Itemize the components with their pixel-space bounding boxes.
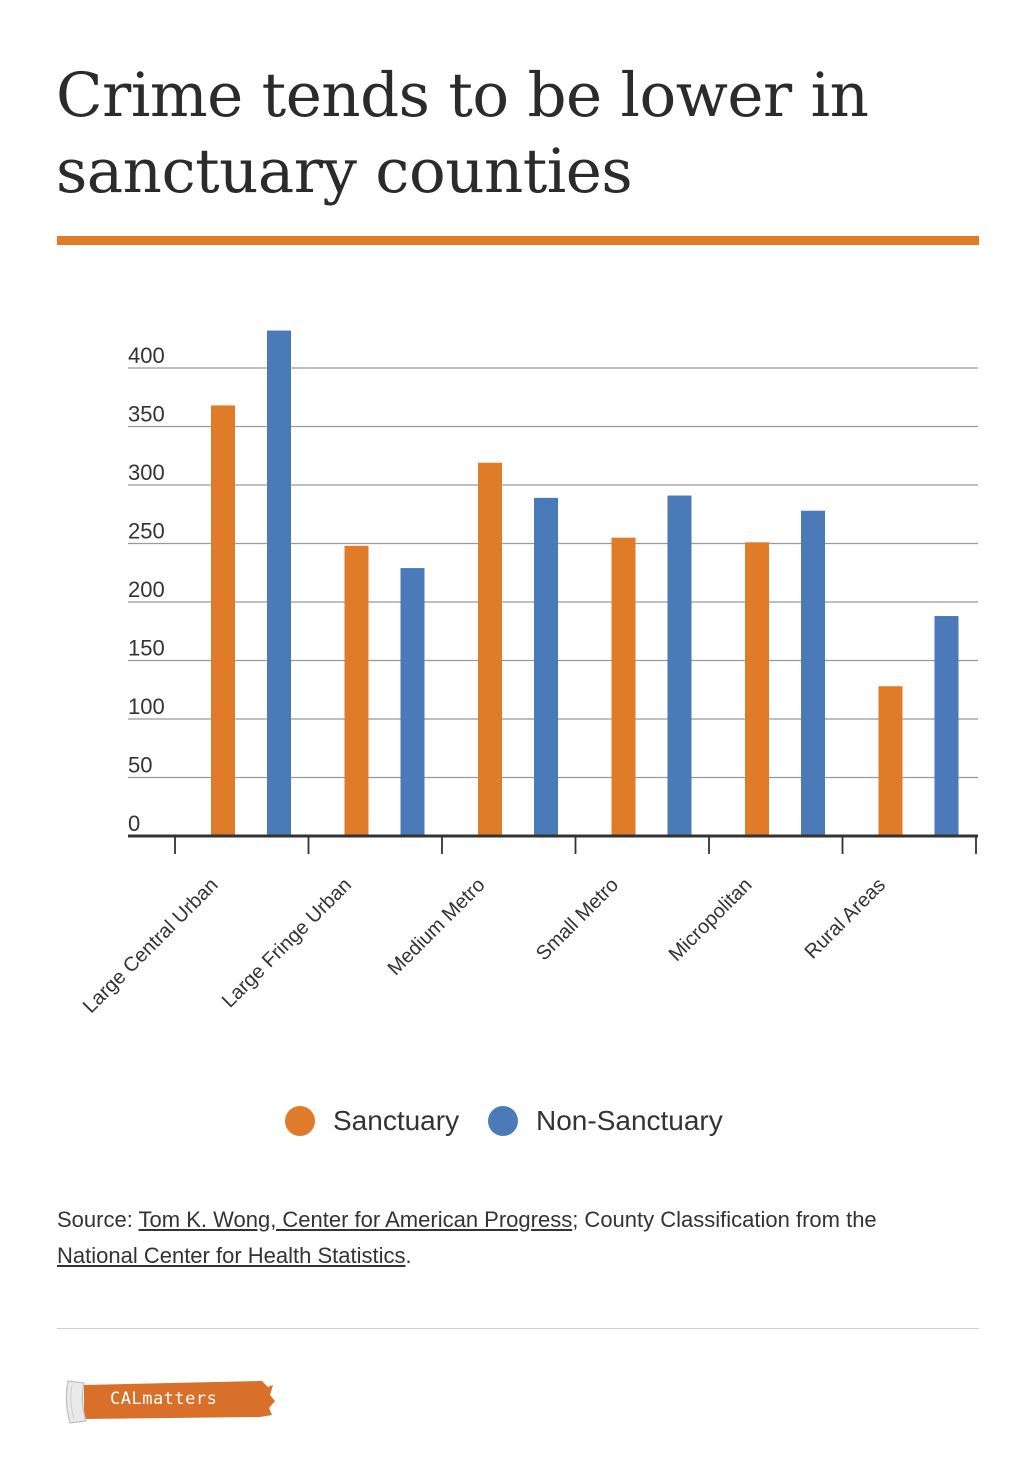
bar-rural-areas-non-sanctuary bbox=[934, 616, 959, 836]
footer-divider bbox=[57, 1328, 979, 1329]
legend-label-non-sanctuary: Non-Sanctuary bbox=[536, 1105, 723, 1136]
source-link-nchs[interactable]: National Center for Health Statistics bbox=[57, 1243, 406, 1268]
bar-micropolitan-sanctuary bbox=[745, 542, 769, 836]
legend-swatch-non-sanctuary bbox=[488, 1106, 518, 1136]
y-tick-label-50: 50 bbox=[128, 753, 152, 778]
bar-small-metro-sanctuary bbox=[611, 537, 636, 836]
x-tick-label-large-central-urban: Large Central Urban bbox=[79, 874, 223, 1018]
source-suffix: . bbox=[405, 1243, 412, 1268]
x-tick-label-rural-areas: Rural Areas bbox=[801, 874, 890, 963]
bar-large-central-urban-non-sanctuary bbox=[267, 330, 291, 836]
bar-large-fringe-urban-non-sanctuary bbox=[400, 568, 425, 836]
y-tick-label-0: 0 bbox=[128, 811, 140, 836]
x-tick-label-micropolitan: Micropolitan bbox=[665, 874, 757, 966]
source-note: Source: Tom K. Wong, Center for American… bbox=[57, 1202, 987, 1274]
y-tick-label-400: 400 bbox=[128, 343, 165, 368]
y-tick-label-350: 350 bbox=[128, 402, 165, 427]
x-tick-label-large-fringe-urban: Large Fringe Urban bbox=[218, 874, 356, 1012]
legend-swatch-sanctuary bbox=[285, 1106, 315, 1136]
y-tick-label-250: 250 bbox=[128, 519, 165, 544]
bar-small-metro-non-sanctuary bbox=[667, 495, 692, 836]
title-line-1: Crime tends to be lower in bbox=[56, 60, 869, 131]
source-link-cap[interactable]: Tom K. Wong, Center for American Progres… bbox=[138, 1207, 573, 1232]
legend-item-non-sanctuary: Non-Sanctuary bbox=[488, 1105, 723, 1137]
bar-large-fringe-urban-sanctuary bbox=[344, 545, 369, 836]
x-tick-label-small-metro: Small Metro bbox=[532, 874, 623, 965]
y-tick-label-300: 300 bbox=[128, 460, 165, 485]
legend-label-sanctuary: Sanctuary bbox=[333, 1105, 460, 1136]
chart-legend: Sanctuary Non-Sanctuary bbox=[0, 1105, 1035, 1145]
source-prefix: Source: bbox=[57, 1207, 139, 1232]
title-divider bbox=[57, 236, 979, 245]
bar-medium-metro-non-sanctuary bbox=[534, 497, 558, 836]
x-tick-label-medium-metro: Medium Metro bbox=[384, 874, 490, 980]
y-tick-label-100: 100 bbox=[128, 694, 165, 719]
bar-rural-areas-sanctuary bbox=[878, 686, 903, 836]
y-tick-label-150: 150 bbox=[128, 636, 165, 661]
bar-medium-metro-sanctuary bbox=[478, 462, 502, 836]
bar-chart: 0 50 100 150 200 250 300 350 400 Large Central Ur… bbox=[79, 330, 978, 1018]
logo-banner-icon bbox=[65, 1380, 275, 1424]
bar-micropolitan-non-sanctuary bbox=[801, 510, 825, 836]
calmatters-logo: CALmatters bbox=[62, 1375, 277, 1427]
bar-large-central-urban-sanctuary bbox=[211, 405, 235, 836]
legend-item-sanctuary: Sanctuary bbox=[285, 1105, 459, 1137]
y-tick-label-200: 200 bbox=[128, 577, 165, 602]
source-middle: ; County Classification from the bbox=[572, 1207, 877, 1232]
logo-text: CALmatters bbox=[110, 1389, 218, 1409]
page-title: Crime tends to be lower in sanctuary cou… bbox=[56, 58, 986, 210]
title-line-2: sanctuary counties bbox=[56, 136, 633, 207]
